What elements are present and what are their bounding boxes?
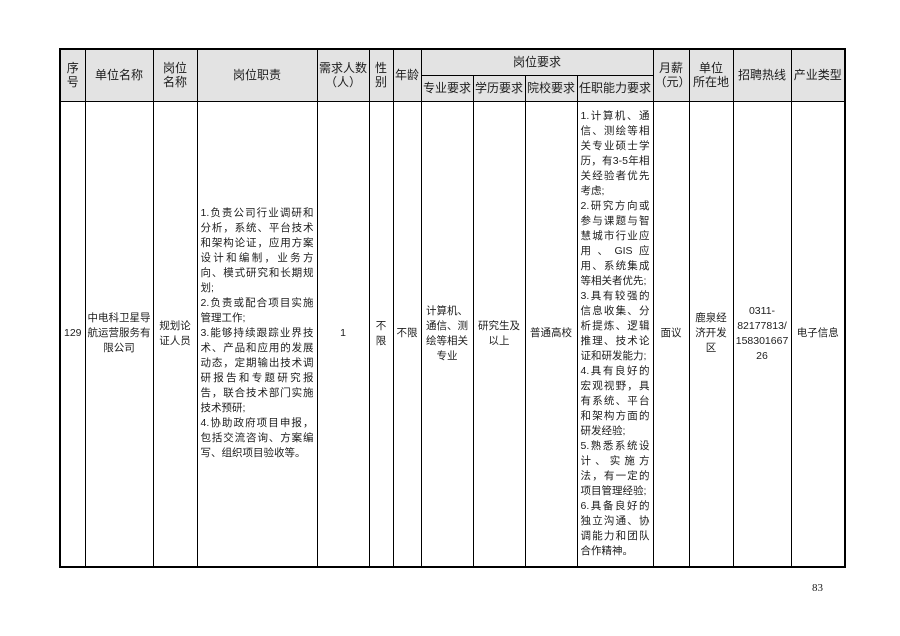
header-capability-requirement: 任职能力要求 <box>576 74 654 102</box>
header-major-requirement: 专业要求 <box>420 74 474 102</box>
cell-position-name: 规划论证人员 <box>152 100 198 568</box>
cell-monthly-salary: 面议 <box>652 100 690 568</box>
header-serial-number: 序号 <box>59 48 86 102</box>
header-industry-type: 产业类型 <box>790 48 846 102</box>
page-number: 83 <box>812 582 823 594</box>
header-job-requirements-group: 岗位要求 <box>420 48 654 76</box>
cell-recruitment-hotline: 0311-82177813/15830166726 <box>732 100 792 568</box>
job-postings-table: 序号 单位名称 岗位 名称 岗位职责 需求人数 （人） 性 别 年龄 岗位要求 … <box>59 48 847 568</box>
cell-education-requirement: 研究生及以上 <box>472 100 526 568</box>
header-recruitment-hotline: 招聘热线 <box>732 48 792 102</box>
cell-gender: 不限 <box>368 100 394 568</box>
header-unit-location: 单位 所在地 <box>688 48 734 102</box>
cell-headcount: 1 <box>316 100 370 568</box>
header-position-name: 岗位 名称 <box>152 48 198 102</box>
header-school-requirement: 院校要求 <box>524 74 578 102</box>
header-monthly-salary: 月薪 （元） <box>652 48 690 102</box>
cell-age: 不限 <box>392 100 422 568</box>
cell-serial-number: 129 <box>59 100 86 568</box>
cell-job-duties: 1.负责公司行业调研和分析，系统、平台技术和架构论证，应用方案设计和编制，业务方… <box>196 100 318 568</box>
header-education-requirement: 学历要求 <box>472 74 526 102</box>
header-gender: 性 别 <box>368 48 394 102</box>
header-job-duties: 岗位职责 <box>196 48 318 102</box>
cell-industry-type: 电子信息 <box>790 100 846 568</box>
header-unit-name: 单位名称 <box>84 48 154 102</box>
cell-capability-requirement: 1.计算机、通信、测绘等相关专业硕士学历，有3-5年相关经验者优先考虑; 2.研… <box>576 100 654 568</box>
table-row: 129 中电科卫星导航运营服务有限公司 规划论证人员 1.负责公司行业调研和分析… <box>59 100 846 568</box>
header-headcount: 需求人数 （人） <box>316 48 370 102</box>
cell-unit-name: 中电科卫星导航运营服务有限公司 <box>84 100 154 568</box>
cell-major-requirement: 计算机、通信、测绘等相关专业 <box>420 100 474 568</box>
cell-school-requirement: 普通高校 <box>524 100 578 568</box>
cell-unit-location: 鹿泉经济开发区 <box>688 100 734 568</box>
header-age: 年龄 <box>392 48 422 102</box>
